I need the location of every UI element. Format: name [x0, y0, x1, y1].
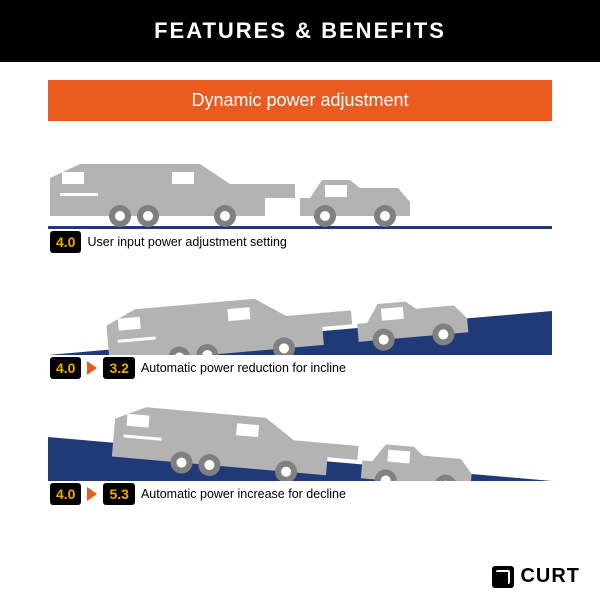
- scene-incline-image: [48, 259, 552, 355]
- badge-value: 3.2: [103, 357, 134, 379]
- caption-text: User input power adjustment setting: [87, 235, 286, 250]
- scene-flat-caption: 4.0 User input power adjustment setting: [50, 231, 552, 253]
- arrow-icon: [87, 487, 97, 501]
- brand-logo: CURT: [492, 565, 580, 588]
- badge-value: 4.0: [50, 231, 81, 253]
- badge-value: 4.0: [50, 483, 81, 505]
- scene-decline-caption: 4.0 5.3 Automatic power increase for dec…: [50, 483, 552, 505]
- header-banner: FEATURES & BENEFITS: [0, 0, 600, 62]
- scene-decline-image: [48, 385, 552, 481]
- brand-logo-icon: [492, 566, 514, 588]
- scene-incline-caption: 4.0 3.2 Automatic power reduction for in…: [50, 357, 552, 379]
- subheader-text: Dynamic power adjustment: [191, 90, 408, 110]
- scene-flat: 4.0 User input power adjustment setting: [48, 133, 552, 253]
- rig-decline-icon: [111, 399, 496, 481]
- rig-incline-icon: [105, 273, 490, 355]
- brand-logo-text: CURT: [520, 565, 580, 588]
- caption-text: Automatic power reduction for incline: [141, 361, 346, 376]
- badge-value: 5.3: [103, 483, 134, 505]
- scene-decline: 4.0 5.3 Automatic power increase for dec…: [48, 385, 552, 505]
- header-text: FEATURES & BENEFITS: [154, 18, 446, 43]
- caption-text: Automatic power increase for decline: [141, 487, 346, 502]
- subheader-banner: Dynamic power adjustment: [48, 80, 552, 121]
- arrow-icon: [87, 361, 97, 375]
- badge-value: 4.0: [50, 357, 81, 379]
- rig-flat-icon: [50, 158, 430, 228]
- scene-flat-image: [48, 133, 552, 229]
- scene-incline: 4.0 3.2 Automatic power reduction for in…: [48, 259, 552, 379]
- scenes-container: 4.0 User input power adjustment setting: [48, 133, 552, 505]
